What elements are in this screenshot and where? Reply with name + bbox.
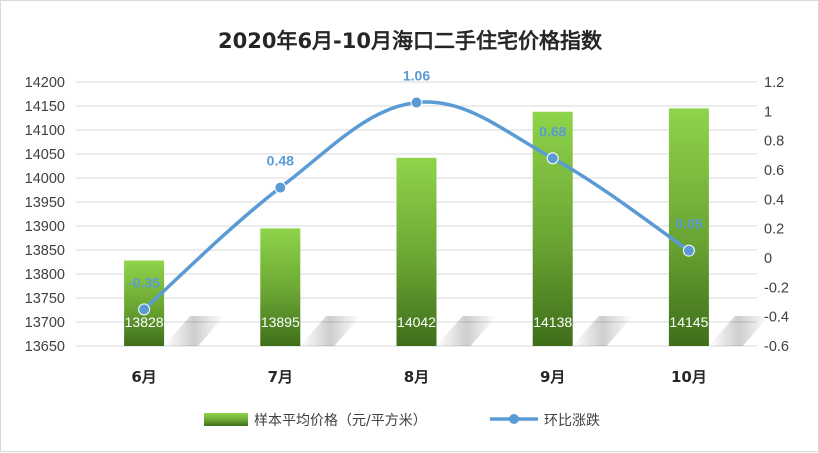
bar-shadow (708, 316, 769, 346)
bar (124, 260, 165, 346)
line-series: -0.35 0.48 1.06 0.68 0.05 (128, 68, 703, 316)
right-axis-tick-label: -0.2 (764, 280, 789, 296)
bar (396, 157, 437, 346)
bar-value-label: 14138 (533, 314, 572, 330)
left-axis-tick-label: 13900 (25, 219, 65, 235)
category-label: 10月 (671, 368, 707, 386)
bar-shadows (164, 316, 769, 346)
legend-bar-swatch (204, 413, 248, 426)
right-axis-tick-label: 0.2 (764, 222, 784, 238)
line-value-label: 0.48 (267, 153, 294, 169)
bar (668, 108, 709, 347)
bar (532, 111, 573, 346)
bar (260, 228, 301, 346)
right-axis-tick-label: 0 (764, 251, 772, 267)
line-value-label: 0.05 (675, 216, 702, 232)
legend: 样本平均价格（元/平方米） 环比涨跌 (204, 413, 600, 429)
left-axis-tick-label: 13750 (25, 291, 65, 307)
right-axis-tick-label: 0.4 (764, 192, 784, 208)
line-point (546, 152, 559, 165)
left-axis-tick-label: 13800 (25, 267, 65, 283)
right-axis-tick-label: -0.4 (764, 310, 789, 326)
right-axis-tick-label: 0.8 (764, 134, 784, 150)
right-axis-tick-label: -0.6 (764, 339, 789, 355)
bar-series: 13828 13895 14042 14138 14145 (124, 108, 709, 347)
right-axis-tick-label: 1.2 (764, 75, 784, 91)
bar-value-label: 14042 (397, 314, 436, 330)
bar-shadow (164, 316, 225, 346)
left-axis-tick-label: 13950 (25, 195, 65, 211)
legend-line-marker (509, 414, 519, 424)
line-point (274, 181, 287, 194)
left-axis-tick-label: 14150 (25, 99, 65, 115)
left-axis-tick-label: 13700 (25, 315, 65, 331)
legend-bar-label: 样本平均价格（元/平方米） (254, 413, 427, 429)
category-label: 9月 (540, 368, 565, 386)
left-axis-tick-label: 14000 (25, 171, 65, 187)
axis-labels: 13650 13700 13750 13800 13850 13900 13950 14000… (25, 75, 789, 386)
left-axis-tick-label: 13650 (25, 339, 65, 355)
line-point (682, 244, 695, 257)
left-axis-tick-label: 14050 (25, 147, 65, 163)
bar-shadow (300, 316, 361, 346)
right-axis-tick-label: 0.6 (764, 163, 784, 179)
right-axis-tick-label: 1 (764, 104, 772, 120)
legend-line-label: 环比涨跌 (544, 413, 600, 429)
left-axis-tick-label: 13850 (25, 243, 65, 259)
category-label: 6月 (131, 368, 156, 386)
bar-value-label: 14145 (669, 314, 708, 330)
chart-title: 2020年6月-10月海口二手住宅价格指数 (218, 29, 603, 53)
bar-shadow (436, 316, 497, 346)
bar-value-label: 13828 (125, 314, 164, 330)
bar-shadow (572, 316, 633, 346)
category-label: 7月 (268, 368, 293, 386)
line-value-label: 0.68 (539, 123, 566, 139)
left-axis-tick-label: 14100 (25, 123, 65, 139)
line-point (410, 96, 423, 109)
bar-value-label: 13895 (261, 314, 300, 330)
line-value-label: -0.35 (128, 274, 160, 290)
category-label: 8月 (404, 368, 429, 386)
line-point (138, 303, 151, 316)
left-axis-tick-label: 14200 (25, 75, 65, 91)
line-value-label: 1.06 (403, 68, 430, 84)
